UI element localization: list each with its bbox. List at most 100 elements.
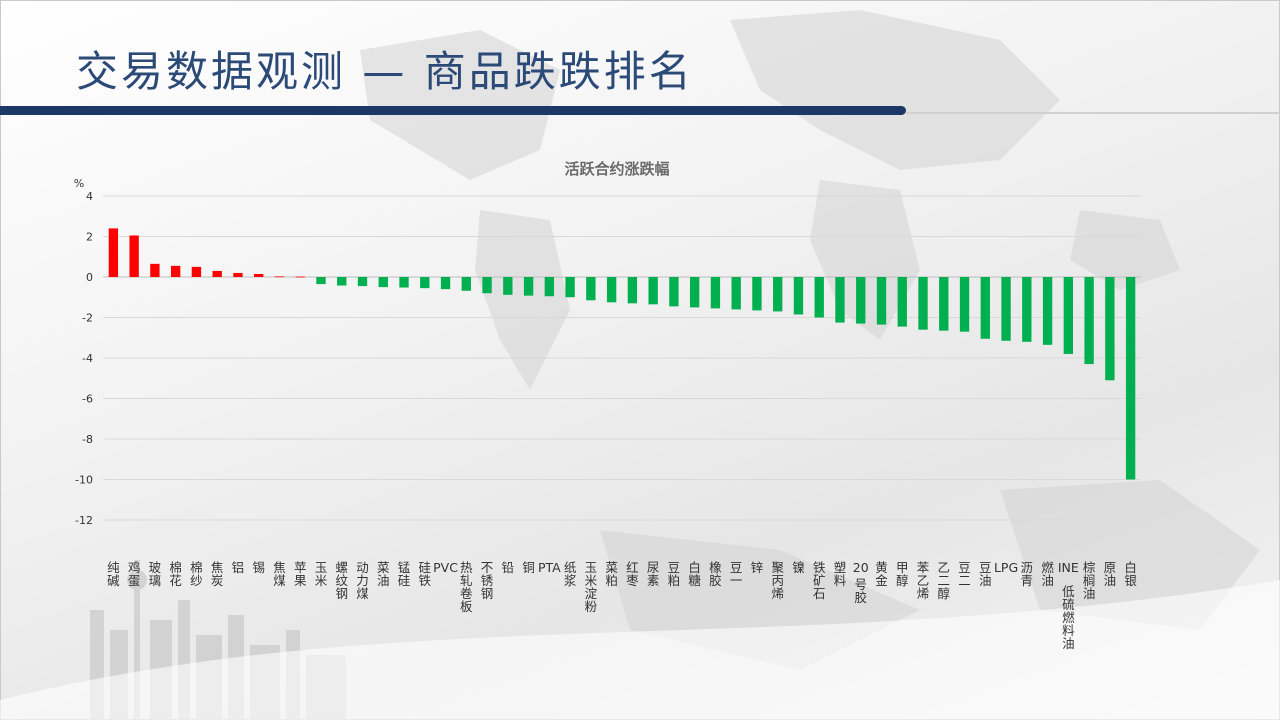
x-category-label: 铁矿石 <box>813 560 826 601</box>
x-category-label: 玉米淀粉 <box>585 560 598 614</box>
bar <box>856 277 866 324</box>
y-axis-ticks: 4 2 0 -2 -4 -6 -8 -10 -12 <box>75 190 93 527</box>
x-category-label: 橡胶 <box>709 560 722 588</box>
bar <box>939 277 949 331</box>
bar <box>399 277 409 288</box>
x-category-label: 豆油 <box>979 560 992 588</box>
bar <box>1042 277 1053 345</box>
x-category-label: 豆一 <box>730 560 743 588</box>
bar <box>1125 277 1136 480</box>
bar <box>108 228 119 277</box>
y-tick-label: -10 <box>75 474 93 487</box>
bar <box>876 277 887 325</box>
bar <box>1105 277 1115 381</box>
x-category-label: PVC <box>433 560 458 575</box>
bar <box>731 277 741 310</box>
bar <box>544 277 555 297</box>
bar <box>503 277 513 295</box>
x-category-label: 塑料 <box>834 560 847 588</box>
bar <box>897 277 907 327</box>
x-category-label: INE 低硫燃料油 <box>1058 560 1079 651</box>
bar <box>835 277 845 323</box>
bar <box>1022 277 1032 342</box>
bar <box>295 276 305 278</box>
x-category-label: 玻璃 <box>149 560 162 588</box>
bar <box>233 272 243 277</box>
bars <box>108 228 1136 480</box>
x-category-label: PTA <box>538 560 561 575</box>
bar <box>959 277 970 332</box>
bar <box>669 277 679 307</box>
x-category-label: 红枣 <box>626 560 639 588</box>
x-category-label: 黄金 <box>875 560 888 588</box>
x-category-label: 乙二醇 <box>938 560 951 601</box>
x-category-label: 纯碱 <box>107 560 120 588</box>
x-category-label: 聚丙烯 <box>771 560 784 601</box>
x-category-label: 棉花 <box>169 560 182 588</box>
x-category-label: 甲醇 <box>896 560 909 588</box>
bar <box>482 277 492 294</box>
x-category-label: 豆粕 <box>668 560 681 588</box>
x-category-label: 白银 <box>1124 560 1137 588</box>
x-category-label: 动力煤 <box>356 560 369 601</box>
bar <box>212 270 222 277</box>
title-underline-thin <box>906 112 1280 114</box>
x-category-label: 焦炭 <box>211 560 224 588</box>
x-category-label: 菜油 <box>377 560 390 588</box>
y-tick-label: -2 <box>82 312 93 325</box>
bar <box>918 277 928 330</box>
y-tick-label: 4 <box>86 190 93 203</box>
bar <box>440 277 451 290</box>
bar <box>586 277 596 301</box>
bar <box>1084 277 1094 365</box>
x-category-label: 白糖 <box>688 560 701 588</box>
bar <box>814 277 824 318</box>
bar <box>648 277 658 305</box>
x-category-label: 苯乙烯 <box>917 560 930 601</box>
x-category-label: 铜 <box>522 560 535 575</box>
bar <box>627 277 638 304</box>
x-category-label: 豆二 <box>958 560 971 588</box>
y-axis-unit: % <box>74 177 84 190</box>
x-category-label: 原油 <box>1104 560 1117 588</box>
x-category-label: 铝 <box>232 560 245 575</box>
x-category-label: 纸浆 <box>564 560 577 588</box>
bar <box>337 277 347 286</box>
x-category-label: 铅 <box>502 560 515 575</box>
bar <box>1063 277 1074 354</box>
x-category-label: 螺纹钢 <box>335 560 348 601</box>
bar <box>316 277 326 285</box>
slide-title: 交易数据观测 — 商品跌跌排名 <box>76 47 694 96</box>
x-category-label: 菜粕 <box>605 560 618 588</box>
x-category-label: 锌 <box>751 560 764 575</box>
gridlines <box>103 195 1141 521</box>
bar <box>191 266 202 277</box>
y-tick-label: -4 <box>82 352 93 365</box>
x-category-label: LPG <box>994 560 1018 575</box>
y-tick-label: 0 <box>86 271 93 284</box>
bar <box>378 277 388 288</box>
bar <box>793 277 804 315</box>
bar <box>710 277 721 309</box>
bar <box>357 277 368 287</box>
x-category-label: 棉纱 <box>190 560 203 588</box>
y-tick-label: -8 <box>82 433 93 446</box>
bar <box>129 235 139 277</box>
bar <box>565 277 575 298</box>
bar <box>254 273 264 277</box>
bar <box>461 277 471 291</box>
x-category-label: 镍 <box>792 560 805 575</box>
x-category-label: 20 号胶 <box>853 560 869 605</box>
chart-title: 活跃合约涨跌幅 <box>564 160 669 178</box>
x-category-label: 燃油 <box>1041 560 1054 588</box>
bar <box>420 277 430 289</box>
bar <box>773 277 783 312</box>
title-underline-bar <box>0 106 906 115</box>
x-category-label: 热轧卷板 <box>460 560 473 614</box>
x-category-label: 玉米 <box>315 560 328 588</box>
x-category-label: 不锈钢 <box>481 560 494 601</box>
bar <box>752 277 762 311</box>
bar <box>606 277 617 303</box>
x-category-label: 焦煤 <box>273 560 286 588</box>
